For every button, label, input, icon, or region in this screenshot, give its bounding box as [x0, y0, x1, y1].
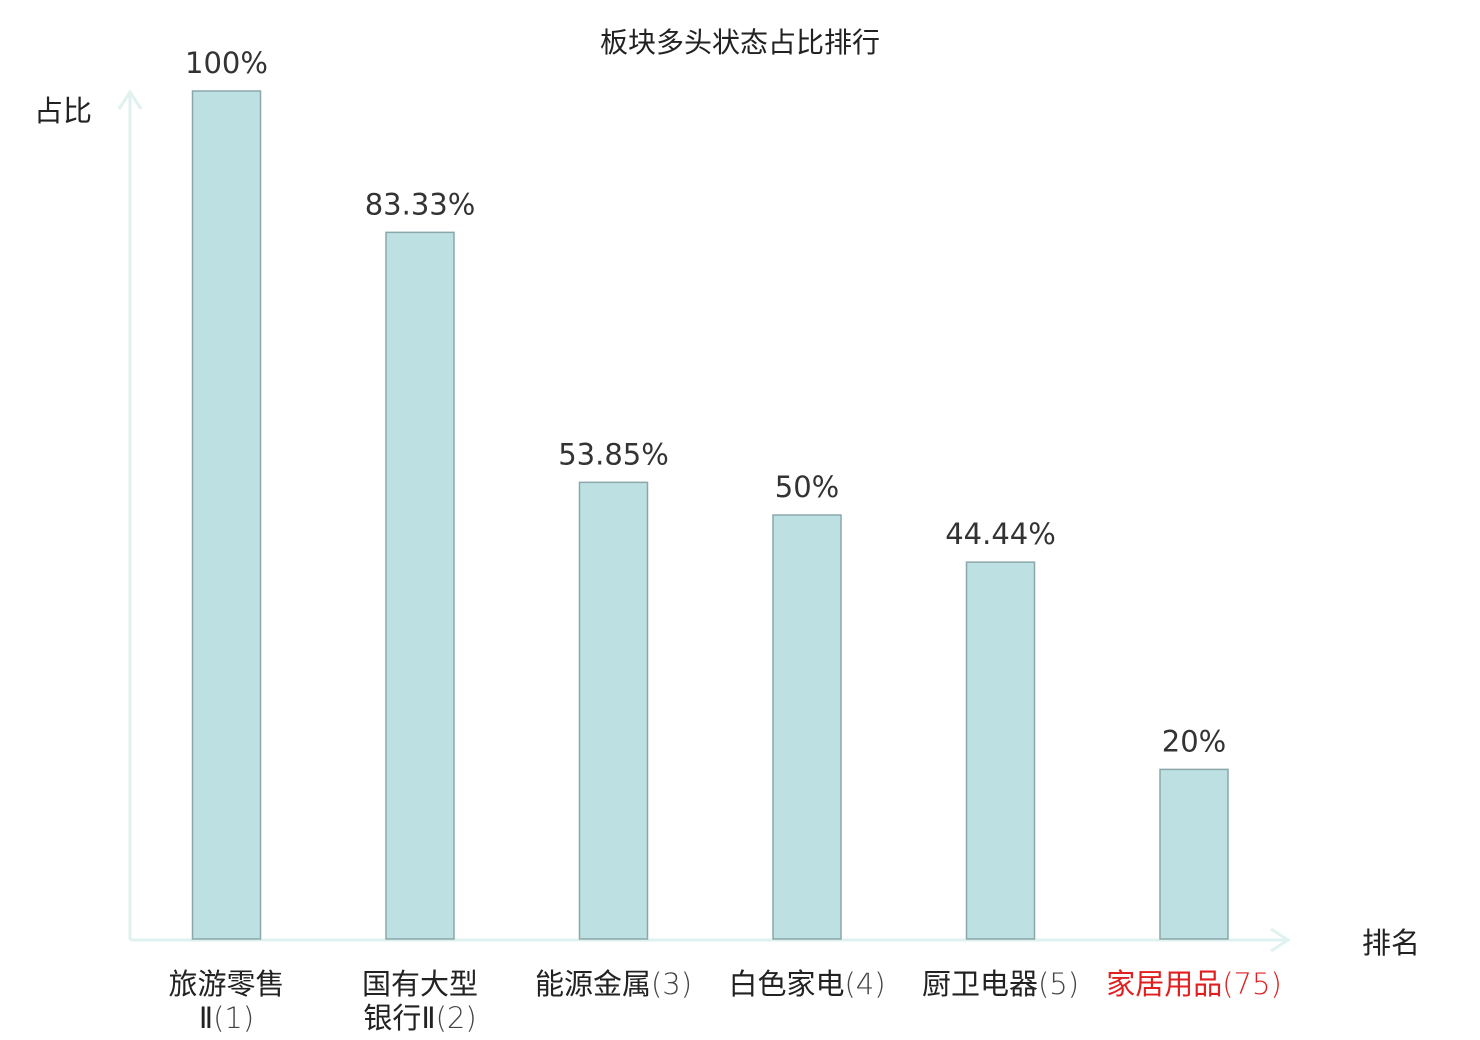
bar-value-label: 50% — [775, 470, 839, 504]
bar — [191, 90, 262, 940]
bar-value-label: 20% — [1162, 724, 1226, 758]
bars-group: 100% 旅游零售 Ⅱ(1) 83.33% 国有大型银行Ⅱ(2) 53.85% 能源金属(3… — [168, 46, 1281, 1035]
bar-value-label: 44.44% — [945, 517, 1056, 551]
bar-value-label: 83.33% — [365, 187, 476, 221]
x-axis-arrow — [1270, 927, 1291, 953]
y-axis-arrow — [117, 89, 143, 110]
x-axis-label: 排名 — [1362, 926, 1420, 960]
x-tick-label: 能源金属(3) — [535, 967, 692, 1001]
x-tick-label: 旅游零售 Ⅱ(1) — [168, 967, 284, 1035]
x-tick-label: 白色家电(4) — [728, 967, 885, 1001]
x-tick-label: 厨卫电器(5) — [922, 967, 1079, 1001]
bar — [772, 514, 842, 940]
x-tick-label: 国有大型银行Ⅱ(2) — [362, 967, 478, 1035]
bar — [965, 561, 1036, 940]
bar — [385, 231, 455, 940]
bar-value-label: 53.85% — [558, 437, 669, 471]
bar-value-label: 100% — [185, 46, 268, 80]
y-axis-label: 占比 — [34, 94, 92, 128]
x-tick-label: 家居用品(75) — [1106, 967, 1282, 1001]
chart-title: 板块多头状态占比排行 — [600, 26, 880, 59]
bar — [1159, 768, 1229, 940]
bar — [578, 481, 649, 940]
axes — [117, 89, 1291, 953]
